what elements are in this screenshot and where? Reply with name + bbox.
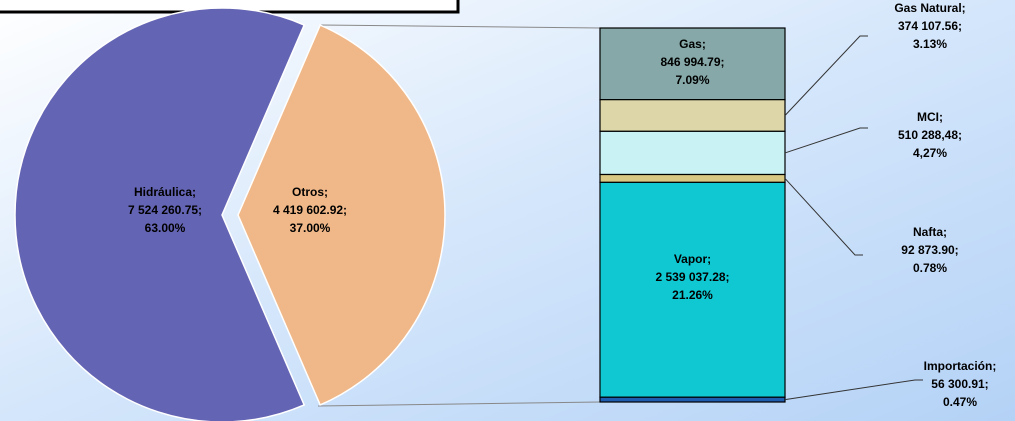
data-label: Gas Natural; (894, 1, 965, 15)
data-label: MCI; (917, 110, 943, 124)
data-label: 0.47% (943, 395, 977, 409)
bar-segment (599, 27, 786, 101)
data-label: 21.26% (672, 288, 713, 302)
leader-line (784, 35, 868, 116)
pie-slice (237, 24, 446, 406)
data-label: Hidráulica; (134, 185, 196, 199)
connector (319, 24, 601, 29)
data-label: 92 873.90; (901, 243, 958, 257)
data-label: 374 107.56; (898, 19, 962, 33)
leader-line (784, 127, 868, 154)
data-label: 4 419 602.92; (273, 203, 347, 217)
bar-segment (599, 99, 786, 132)
leader-line (784, 379, 923, 401)
data-label: Gas; (679, 37, 706, 51)
data-label: 3.13% (913, 37, 947, 51)
data-label: 7 524 260.75; (128, 203, 202, 217)
data-label: 37.00% (290, 221, 331, 235)
connector (317, 401, 601, 407)
pie-slice (14, 7, 306, 421)
data-label: 510 288,48; (898, 128, 962, 142)
data-label: 2 539 037.28; (655, 270, 729, 284)
data-label: 56 300.91; (931, 377, 988, 391)
data-label: 846 994.79; (660, 55, 724, 69)
data-label: Importación; (924, 359, 997, 373)
bar-segment (599, 396, 786, 403)
data-label: 7.09% (675, 73, 709, 87)
data-label: 4,27% (913, 146, 947, 160)
bar-segment (599, 130, 786, 176)
bar-segment (599, 173, 786, 183)
data-label: Vapor; (674, 252, 711, 266)
data-label: 63.00% (145, 221, 186, 235)
data-label: Nafta; (913, 225, 947, 239)
data-label: 0.78% (913, 261, 947, 275)
leader-line (784, 178, 863, 256)
bar-segment (599, 181, 786, 398)
data-label: Otros; (292, 185, 328, 199)
